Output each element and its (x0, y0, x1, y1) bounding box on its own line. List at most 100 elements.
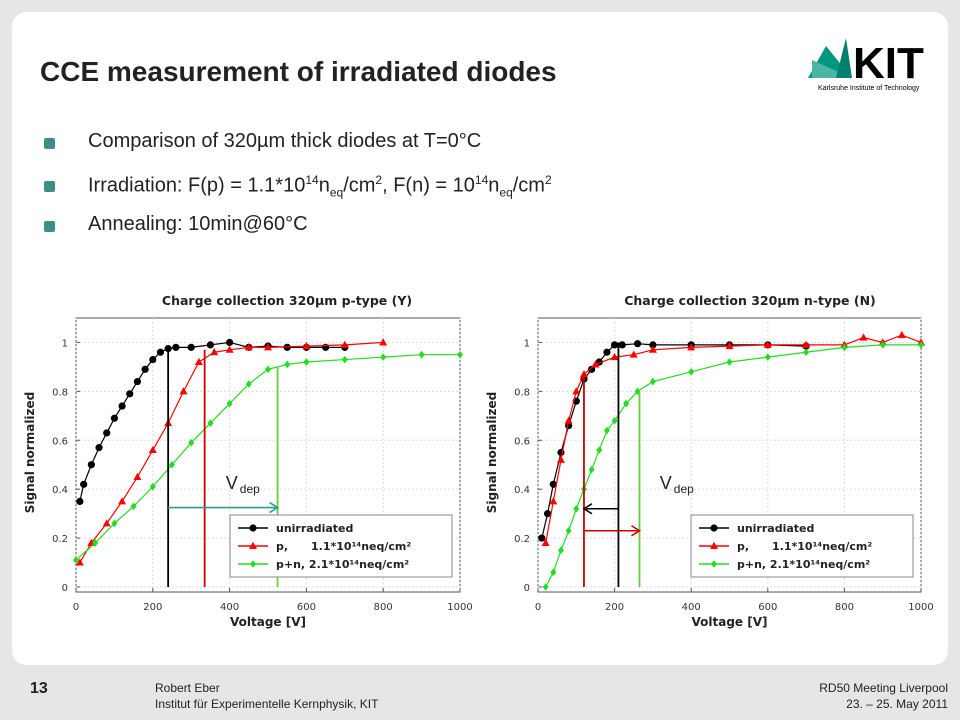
data-point (341, 355, 348, 364)
data-point (169, 460, 175, 469)
bullet-text: 2 (544, 173, 552, 187)
logo-name: KIT (853, 39, 924, 88)
data-point (603, 426, 610, 435)
y-tick-label: 0.4 (52, 485, 68, 496)
data-point (633, 340, 642, 348)
data-point (322, 343, 330, 351)
data-point (629, 350, 638, 358)
data-point (303, 358, 310, 366)
y-tick-label: 0.6 (514, 436, 530, 447)
logo-shape (836, 38, 852, 78)
data-point (95, 444, 103, 452)
data-point (803, 348, 810, 357)
logo-tagline: Karlsruhe Institute of Technology (818, 85, 920, 92)
bullet-text: Comparison of 320µm thick diodes at T=0°… (88, 130, 482, 152)
data-point (226, 338, 234, 347)
data-point (710, 541, 718, 549)
y-axis-label: Signal normalized (485, 392, 499, 514)
y-tick-label: 0.8 (514, 387, 530, 398)
data-point (726, 358, 733, 366)
data-point (130, 502, 137, 511)
data-point (75, 558, 84, 566)
data-point (249, 524, 257, 532)
annotation-sub: dep (674, 482, 694, 496)
slide-title: CCE measurement of irradiated diodes (40, 56, 557, 87)
data-point (284, 360, 291, 369)
data-point (283, 343, 291, 351)
data-point (603, 348, 611, 356)
data-point (194, 357, 203, 366)
series-line (79, 341, 384, 563)
data-point (557, 546, 564, 555)
legend-label: p+n, 2.1*10¹⁴neq/cm² (737, 558, 870, 571)
data-point (187, 343, 195, 351)
y-tick-label: 0 (62, 583, 68, 594)
data-point (103, 429, 111, 437)
data-point (245, 380, 252, 388)
data-point (564, 416, 573, 424)
data-point (141, 365, 149, 373)
data-point (111, 519, 118, 528)
data-point (172, 343, 180, 351)
arrow-head (582, 503, 593, 515)
data-point (543, 510, 552, 518)
data-point (226, 399, 233, 408)
data-point (549, 480, 557, 488)
data-point (611, 416, 618, 425)
data-point (92, 539, 99, 547)
x-tick-label: 400 (220, 602, 239, 613)
data-point (156, 348, 165, 356)
data-point (133, 377, 142, 386)
y-tick-label: 0.2 (52, 534, 68, 545)
data-point (588, 465, 595, 474)
bullet-text: eq (329, 185, 344, 200)
legend-label: unirradiated (276, 522, 353, 535)
data-point (80, 480, 88, 488)
data-point (110, 414, 118, 422)
data-point (418, 350, 425, 359)
data-point (859, 333, 868, 341)
data-point (250, 560, 256, 568)
data-point (572, 387, 581, 395)
data-point (126, 390, 134, 398)
data-point (649, 377, 656, 386)
x-tick-label: 800 (374, 602, 393, 613)
bullet-text: 14 (305, 173, 319, 187)
data-point (841, 343, 848, 352)
data-point (687, 343, 696, 351)
y-tick-label: 0 (524, 583, 530, 594)
data-point (573, 504, 580, 513)
x-tick-label: 0 (73, 602, 79, 613)
bullet-text: /cm (343, 174, 376, 197)
data-point (542, 583, 549, 591)
data-point (149, 355, 157, 364)
data-point (265, 365, 271, 374)
data-point (579, 370, 588, 378)
y-axis-label: Signal normalized (23, 392, 37, 514)
series-line (545, 344, 921, 588)
data-point (541, 538, 550, 546)
data-point (588, 365, 596, 373)
data-point (610, 352, 619, 361)
data-point (188, 438, 195, 447)
y-tick-label: 1 (62, 338, 68, 349)
data-point (118, 402, 126, 410)
data-point (102, 519, 111, 527)
data-point (302, 341, 311, 350)
y-tick-label: 0.6 (52, 436, 68, 447)
data-point (688, 368, 695, 376)
bullet-marker (44, 138, 55, 149)
bullet-text: , F(n) = 10 (382, 174, 475, 197)
x-tick-label: 1000 (908, 602, 933, 613)
data-point (918, 341, 924, 349)
data-point (618, 341, 626, 349)
data-point (179, 387, 188, 395)
kit-logo: KIT Karlsruhe Institute of Technology (808, 38, 924, 92)
bullet-text: Irradiation: F(p) = 1.1*10 (88, 174, 306, 197)
data-point (538, 534, 546, 542)
data-point (725, 341, 734, 350)
data-point (763, 340, 772, 348)
data-point (249, 541, 257, 549)
data-point (340, 340, 349, 348)
